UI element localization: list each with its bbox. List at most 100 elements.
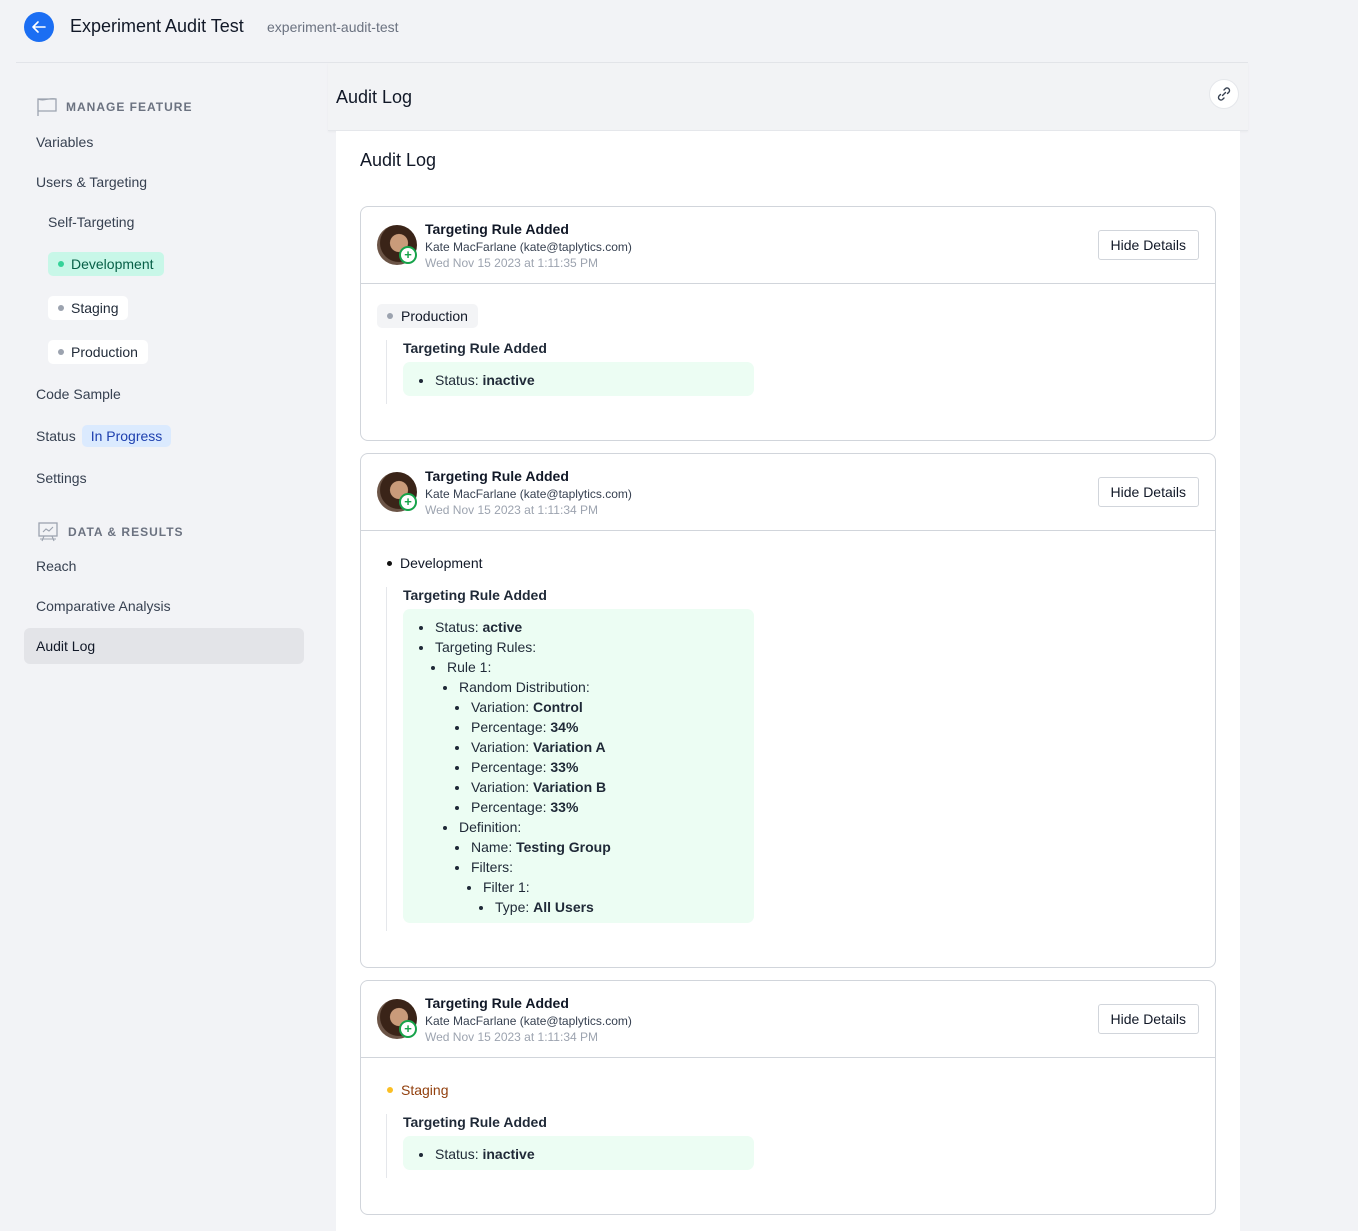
change-list-item: Filter 1: <box>403 877 754 897</box>
environment-name: Production <box>401 308 468 324</box>
feature-slug: experiment-audit-test <box>267 19 399 35</box>
change-list-item: Percentage: 34% <box>403 717 754 737</box>
change-group: Targeting Rule Added Status: inactive <box>386 1114 1199 1178</box>
change-key: Percentage: <box>471 799 551 815</box>
sidebar-item-settings[interactable]: Settings <box>36 470 87 486</box>
entry-title: Targeting Rule Added <box>425 221 569 237</box>
sidebar-item-variables[interactable]: Variables <box>36 134 94 150</box>
environment-badge: Staging <box>377 1078 458 1102</box>
entry-user: Kate MacFarlane (kate@taplytics.com) <box>425 240 632 254</box>
change-list-item: Definition: <box>403 817 754 837</box>
audit-entry-body: Staging Targeting Rule Added Status: inact… <box>361 1058 1215 1214</box>
change-key: Rule 1: <box>447 659 492 675</box>
change-value: Testing Group <box>516 839 611 855</box>
change-key: Variation: <box>471 779 533 795</box>
change-list-item: Type: All Users <box>403 897 754 917</box>
change-key: Variation: <box>471 739 533 755</box>
environment-badge: Development <box>377 551 493 575</box>
change-key: Percentage: <box>471 759 551 775</box>
change-value: 33% <box>550 799 579 815</box>
change-details: Status: inactive <box>403 362 754 396</box>
entry-user: Kate MacFarlane (kate@taplytics.com) <box>425 1014 632 1028</box>
sidebar-item-status[interactable]: Status In Progress <box>36 425 172 447</box>
sidebar-item-audit-log[interactable]: Audit Log <box>24 628 304 664</box>
main-header: Audit Log <box>328 63 1248 131</box>
change-list-item: Random Distribution: <box>403 677 754 697</box>
audit-entry-header: + Targeting Rule Added Kate MacFarlane (ka… <box>361 981 1215 1058</box>
link-icon <box>1217 87 1231 101</box>
change-list-item: Percentage: 33% <box>403 757 754 777</box>
change-label: Targeting Rule Added <box>403 340 547 356</box>
sidebar-env-production[interactable]: Production <box>48 340 148 364</box>
add-badge-icon: + <box>399 493 417 511</box>
sidebar-env-development[interactable]: Development <box>48 252 164 276</box>
change-key: Definition: <box>459 819 522 835</box>
environment-name: Development <box>400 555 483 571</box>
top-bar: Experiment Audit Test experiment-audit-t… <box>0 0 1358 62</box>
change-value: 33% <box>550 759 579 775</box>
change-value: Variation A <box>533 739 606 755</box>
change-value: inactive <box>482 372 535 388</box>
hide-details-button[interactable]: Hide Details <box>1097 1004 1199 1034</box>
entry-user: Kate MacFarlane (kate@taplytics.com) <box>425 487 632 501</box>
change-value: active <box>482 619 523 635</box>
status-dot <box>58 261 64 267</box>
sidebar-item-code-sample[interactable]: Code Sample <box>36 386 121 402</box>
change-key: Percentage: <box>471 719 551 735</box>
change-value: Variation B <box>533 779 607 795</box>
entry-timestamp: Wed Nov 15 2023 at 1:11:34 PM <box>425 503 598 517</box>
change-key: Status: <box>435 1146 483 1162</box>
change-group: Targeting Rule Added Status: active Target… <box>386 587 1199 931</box>
status-dot <box>387 560 392 566</box>
change-key: Name: <box>471 839 517 855</box>
change-list-item: Variation: Variation A <box>403 737 754 757</box>
hide-details-button[interactable]: Hide Details <box>1097 477 1199 507</box>
divider <box>16 62 1248 63</box>
copy-link-button[interactable] <box>1209 79 1239 109</box>
audit-entry-body: Development Targeting Rule Added Status: a… <box>361 531 1215 967</box>
change-list-item: Status: inactive <box>403 1144 754 1164</box>
change-key: Random Distribution: <box>459 679 590 695</box>
status-badge: In Progress <box>81 425 172 447</box>
entry-title: Targeting Rule Added <box>425 995 569 1011</box>
audit-entry-header: + Targeting Rule Added Kate MacFarlane (ka… <box>361 454 1215 531</box>
environment-name: Staging <box>401 1082 449 1098</box>
audit-entry-body: Production Targeting Rule Added Status: in… <box>361 284 1215 440</box>
section-manage-feature: MANAGE FEATURE <box>36 97 192 117</box>
audit-entry: + Targeting Rule Added Kate MacFarlane (ka… <box>360 206 1216 441</box>
change-details: Status: active Targeting Rules: Rule 1: Ran… <box>403 609 754 923</box>
audit-log-panel: Audit Log + Targeting Rule Added Kate MacF… <box>336 131 1240 1231</box>
change-list-item: Variation: Variation B <box>403 777 754 797</box>
back-button[interactable] <box>24 12 54 42</box>
audit-entry: + Targeting Rule Added Kate MacFarlane (ka… <box>360 980 1216 1215</box>
entry-timestamp: Wed Nov 15 2023 at 1:11:34 PM <box>425 1030 598 1044</box>
audit-entry-header: + Targeting Rule Added Kate MacFarlane (ka… <box>361 207 1215 284</box>
status-dot <box>387 313 393 319</box>
change-value: Control <box>533 699 583 715</box>
change-list-item: Status: active <box>403 617 754 637</box>
sidebar-item-self-targeting[interactable]: Self-Targeting <box>48 214 135 230</box>
sidebar-item-users-targeting[interactable]: Users & Targeting <box>36 174 148 190</box>
flag-icon <box>37 98 57 116</box>
change-list-item: Filters: <box>403 857 754 877</box>
presentation-chart-icon <box>38 522 58 542</box>
change-key: Status: <box>435 619 483 635</box>
main-header-title: Audit Log <box>336 87 413 107</box>
panel-title: Audit Log <box>360 150 437 170</box>
status-dot <box>58 305 64 311</box>
section-data-results: DATA & RESULTS <box>36 521 184 543</box>
change-value: inactive <box>482 1146 535 1162</box>
entry-timestamp: Wed Nov 15 2023 at 1:11:35 PM <box>425 256 598 270</box>
change-value: All Users <box>533 899 594 915</box>
entry-title: Targeting Rule Added <box>425 468 569 484</box>
change-key: Type: <box>495 899 534 915</box>
add-badge-icon: + <box>399 246 417 264</box>
change-key: Status: <box>435 372 483 388</box>
sidebar-item-comparative-analysis[interactable]: Comparative Analysis <box>36 598 171 614</box>
sidebar-item-reach[interactable]: Reach <box>36 558 77 574</box>
change-details: Status: inactive <box>403 1136 754 1170</box>
change-key: Filter 1: <box>483 879 530 895</box>
sidebar-env-staging[interactable]: Staging <box>48 296 129 320</box>
change-key: Targeting Rules: <box>435 639 537 655</box>
hide-details-button[interactable]: Hide Details <box>1097 230 1199 260</box>
